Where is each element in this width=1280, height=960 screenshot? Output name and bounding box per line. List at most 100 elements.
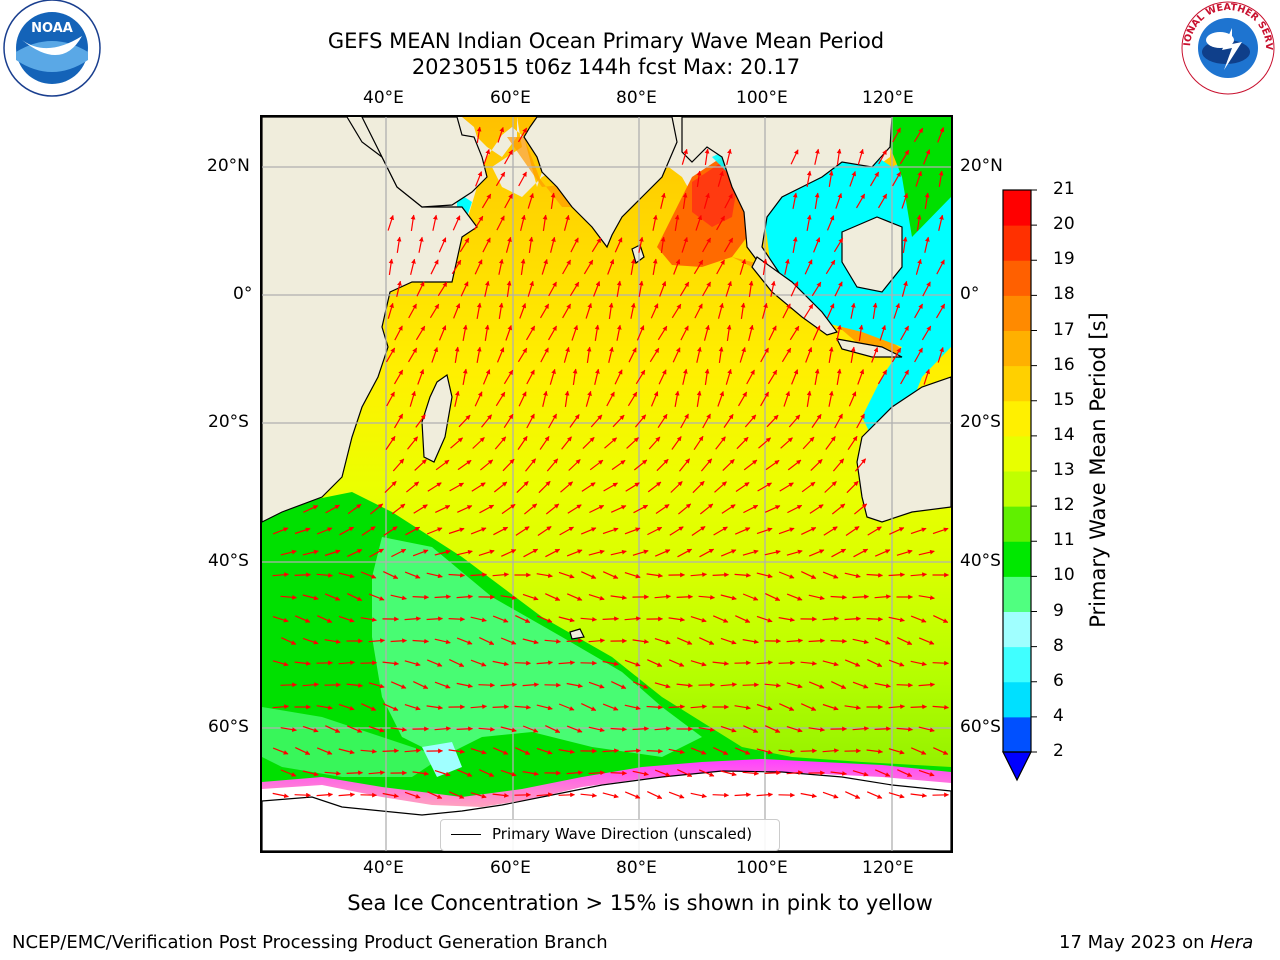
wave-arrow [426, 616, 443, 622]
legend-line-swatch [451, 834, 481, 835]
wave-arrow [734, 572, 751, 578]
wave-arrow [448, 791, 465, 799]
wave-arrow [338, 703, 355, 711]
wave-arrow [608, 346, 614, 363]
wave-arrow [494, 436, 507, 450]
wave-arrow [892, 171, 902, 187]
wave-arrow [479, 637, 495, 645]
wave-arrow [857, 148, 864, 165]
wave-arrow [456, 549, 473, 556]
wave-arrow [501, 503, 516, 515]
wave-arrow [347, 593, 363, 601]
wave-arrow [918, 682, 935, 688]
wave-arrow [522, 593, 539, 601]
wave-arrow [888, 704, 905, 710]
wave-arrow [470, 659, 487, 667]
wave-arrow [516, 480, 529, 494]
wave-arrow [888, 748, 905, 755]
wave-arrow [901, 192, 909, 209]
wave-arrow [448, 616, 465, 622]
wave-arrow [452, 215, 461, 231]
wave-arrow [853, 548, 869, 558]
wave-arrow [757, 482, 772, 492]
wave-arrow [545, 548, 561, 558]
wave-arrow [500, 769, 517, 777]
wave-arrow [522, 638, 539, 645]
wave-arrow [849, 171, 857, 187]
wave-arrow [503, 413, 514, 429]
wave-arrow [492, 747, 509, 755]
wave-arrow [937, 127, 945, 143]
wave-arrow [922, 281, 931, 297]
wave-arrow [500, 726, 517, 733]
wave-arrow [566, 770, 583, 776]
wave-arrow [394, 325, 403, 341]
wave-arrow [792, 236, 798, 254]
wave-arrow [522, 771, 539, 777]
wave-arrow [338, 748, 355, 755]
wave-arrow [693, 259, 704, 275]
wave-arrow [602, 527, 619, 535]
wave-arrow [783, 390, 791, 407]
wave-arrow [715, 436, 726, 450]
wave-arrow [654, 769, 671, 777]
wave-arrow [272, 747, 289, 755]
wave-arrow [702, 281, 712, 297]
wave-arrow [764, 725, 781, 733]
wave-arrow [650, 303, 659, 319]
wave-arrow [739, 346, 746, 363]
wave-arrow [585, 390, 592, 407]
wave-arrow [937, 346, 944, 363]
wave-arrow [478, 726, 495, 732]
wave-arrow [434, 594, 451, 600]
wave-arrow [316, 747, 333, 755]
wave-arrow [580, 616, 597, 622]
wave-arrow [538, 480, 551, 494]
wave-arrow [768, 325, 777, 341]
wave-arrow [765, 593, 781, 601]
wave-arrow [826, 303, 835, 319]
wave-arrow [470, 748, 487, 755]
wave-arrow [506, 280, 512, 297]
wave-arrow [896, 549, 913, 556]
wave-arrow [748, 324, 754, 341]
wave-arrow [676, 683, 693, 688]
wave-arrow [549, 368, 556, 385]
wave-arrow [690, 704, 707, 710]
wave-arrow [360, 617, 377, 622]
wave-arrow [758, 437, 771, 449]
wave-arrow [493, 526, 509, 536]
colorbar-segment [1003, 716, 1031, 753]
wave-arrow [545, 503, 560, 515]
wave-arrow [382, 792, 399, 799]
wave-arrow [572, 368, 578, 385]
wave-arrow [654, 594, 671, 600]
wave-arrow [476, 126, 482, 143]
colorbar-segment [1003, 471, 1031, 507]
wave-arrow [671, 303, 682, 319]
wave-arrow [410, 258, 416, 275]
wave-arrow [522, 725, 539, 733]
wave-arrow [563, 346, 570, 363]
colorbar-tick-label: 12 [1053, 495, 1075, 516]
colorbar-segment [1003, 400, 1031, 437]
wave-arrow [316, 705, 333, 710]
wave-arrow [808, 594, 825, 601]
wave-arrow [788, 414, 801, 428]
wave-arrow [448, 527, 465, 535]
wave-arrow [517, 347, 528, 363]
wave-arrow [583, 259, 594, 275]
wave-arrow [280, 769, 297, 777]
wave-arrow [604, 437, 617, 449]
wave-arrow [520, 258, 526, 275]
wave-arrow [449, 659, 465, 667]
wave-arrow [742, 549, 759, 556]
wave-arrow [938, 170, 944, 187]
wave-arrow [932, 527, 949, 535]
wave-arrow [404, 748, 421, 754]
wave-arrow [913, 127, 924, 143]
wave-period-map [262, 117, 951, 851]
lat-tick-left-40s: 40°S [208, 551, 249, 571]
wave-arrow [536, 660, 553, 666]
wave-arrow [668, 791, 685, 799]
